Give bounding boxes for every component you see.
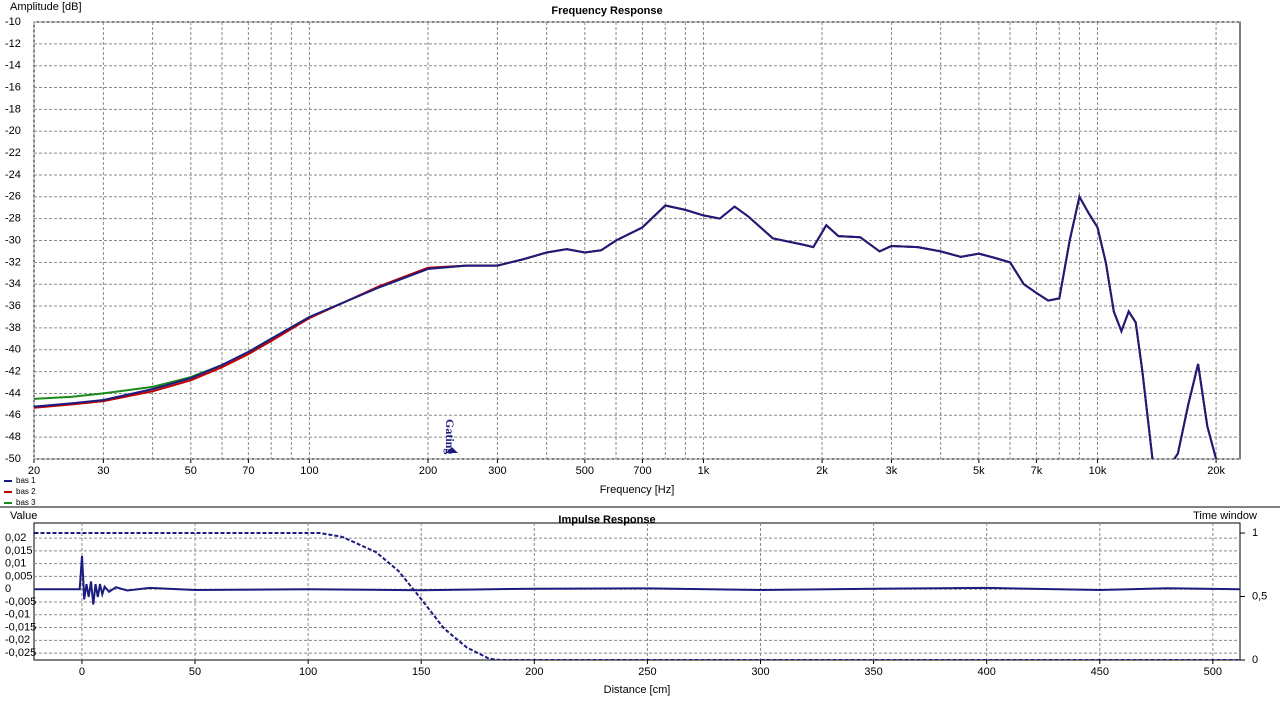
y2-tick-label: 1 — [1252, 527, 1258, 539]
x-tick-label: 150 — [412, 666, 430, 678]
x-tick-label: 70 — [242, 465, 254, 477]
y-tick-label: -16 — [5, 81, 21, 93]
chart-title: Impulse Response — [558, 514, 655, 526]
x-tick-label: 5k — [973, 465, 985, 477]
y-tick-label: -0,01 — [5, 609, 30, 621]
x-tick-label: 100 — [300, 465, 318, 477]
x-tick-label: 500 — [1204, 666, 1222, 678]
y-tick-label: -50 — [5, 453, 21, 465]
y-tick-label: -44 — [5, 387, 21, 399]
x-tick-label: 1k — [698, 465, 710, 477]
y-tick-label: -42 — [5, 366, 21, 378]
x-tick-label: 500 — [576, 465, 594, 477]
y-tick-label: -0,025 — [5, 647, 36, 659]
x-tick-label: 20k — [1207, 465, 1225, 477]
y2-axis-label: Time window — [1193, 510, 1257, 522]
window-line — [34, 532, 1240, 660]
annotation: Gating — [443, 419, 457, 454]
y-tick-label: -26 — [5, 191, 21, 203]
chart-title: Frequency Response — [551, 5, 662, 17]
x-tick-label: 250 — [638, 666, 656, 678]
y-tick-label: -22 — [5, 147, 21, 159]
y-tick-label: -40 — [5, 344, 21, 356]
x-tick-label: 400 — [977, 666, 995, 678]
y-tick-label: -10 — [5, 16, 21, 28]
y-tick-label: -20 — [5, 125, 21, 137]
y-axis-label: Amplitude [dB] — [10, 1, 82, 13]
y-tick-label: 0 — [5, 583, 11, 595]
y-tick-label: -48 — [5, 431, 21, 443]
y-tick-label: -14 — [5, 60, 21, 72]
x-tick-label: 50 — [185, 465, 197, 477]
y-tick-label: -34 — [5, 278, 21, 290]
legend-label: bas 1 — [16, 476, 36, 485]
y-tick-label: -0,02 — [5, 634, 30, 646]
y-tick-label: -24 — [5, 169, 21, 181]
y-tick-label: -46 — [5, 409, 21, 421]
x-tick-label: 700 — [633, 465, 651, 477]
legend-label: bas 2 — [16, 487, 36, 496]
x-tick-label: 20 — [28, 465, 40, 477]
x-tick-label: 450 — [1091, 666, 1109, 678]
legend-label: bas 3 — [16, 498, 36, 507]
x-tick-label: 10k — [1089, 465, 1107, 477]
y-tick-label: 0,015 — [5, 545, 33, 557]
x-tick-label: 300 — [751, 666, 769, 678]
plot-area — [33, 522, 1241, 661]
series-line — [34, 555, 1240, 605]
x-tick-label: 100 — [299, 666, 317, 678]
x-axis-label: Distance [cm] — [604, 684, 671, 696]
y2-tick-label: 0,5 — [1252, 590, 1267, 602]
y-tick-label: -32 — [5, 256, 21, 268]
x-tick-label: 0 — [79, 666, 85, 678]
y-tick-label: -0,005 — [5, 596, 36, 608]
x-tick-label: 30 — [97, 465, 109, 477]
x-tick-label: 2k — [816, 465, 828, 477]
y-tick-label: -38 — [5, 322, 21, 334]
y-tick-label: 0,01 — [5, 558, 26, 570]
x-tick-label: 3k — [886, 465, 898, 477]
y-tick-label: 0,005 — [5, 570, 33, 582]
x-tick-label: 300 — [488, 465, 506, 477]
annotation-marker — [445, 447, 458, 453]
y-tick-label: -36 — [5, 300, 21, 312]
y-tick-label: -0,015 — [5, 621, 36, 633]
x-axis-label: Frequency [Hz] — [600, 484, 675, 496]
y-tick-label: -18 — [5, 103, 21, 115]
x-tick-label: 50 — [189, 666, 201, 678]
x-tick-label: 350 — [864, 666, 882, 678]
y-tick-label: -30 — [5, 234, 21, 246]
y-tick-label: -12 — [5, 38, 21, 50]
x-tick-label: 7k — [1031, 465, 1043, 477]
y-axis-label: Value — [10, 510, 37, 522]
y-tick-label: -28 — [5, 213, 21, 225]
y2-tick-label: 0 — [1252, 654, 1258, 666]
x-tick-label: 200 — [525, 666, 543, 678]
y-tick-label: 0,02 — [5, 532, 26, 544]
x-tick-label: 200 — [419, 465, 437, 477]
series-line — [34, 194, 1218, 459]
